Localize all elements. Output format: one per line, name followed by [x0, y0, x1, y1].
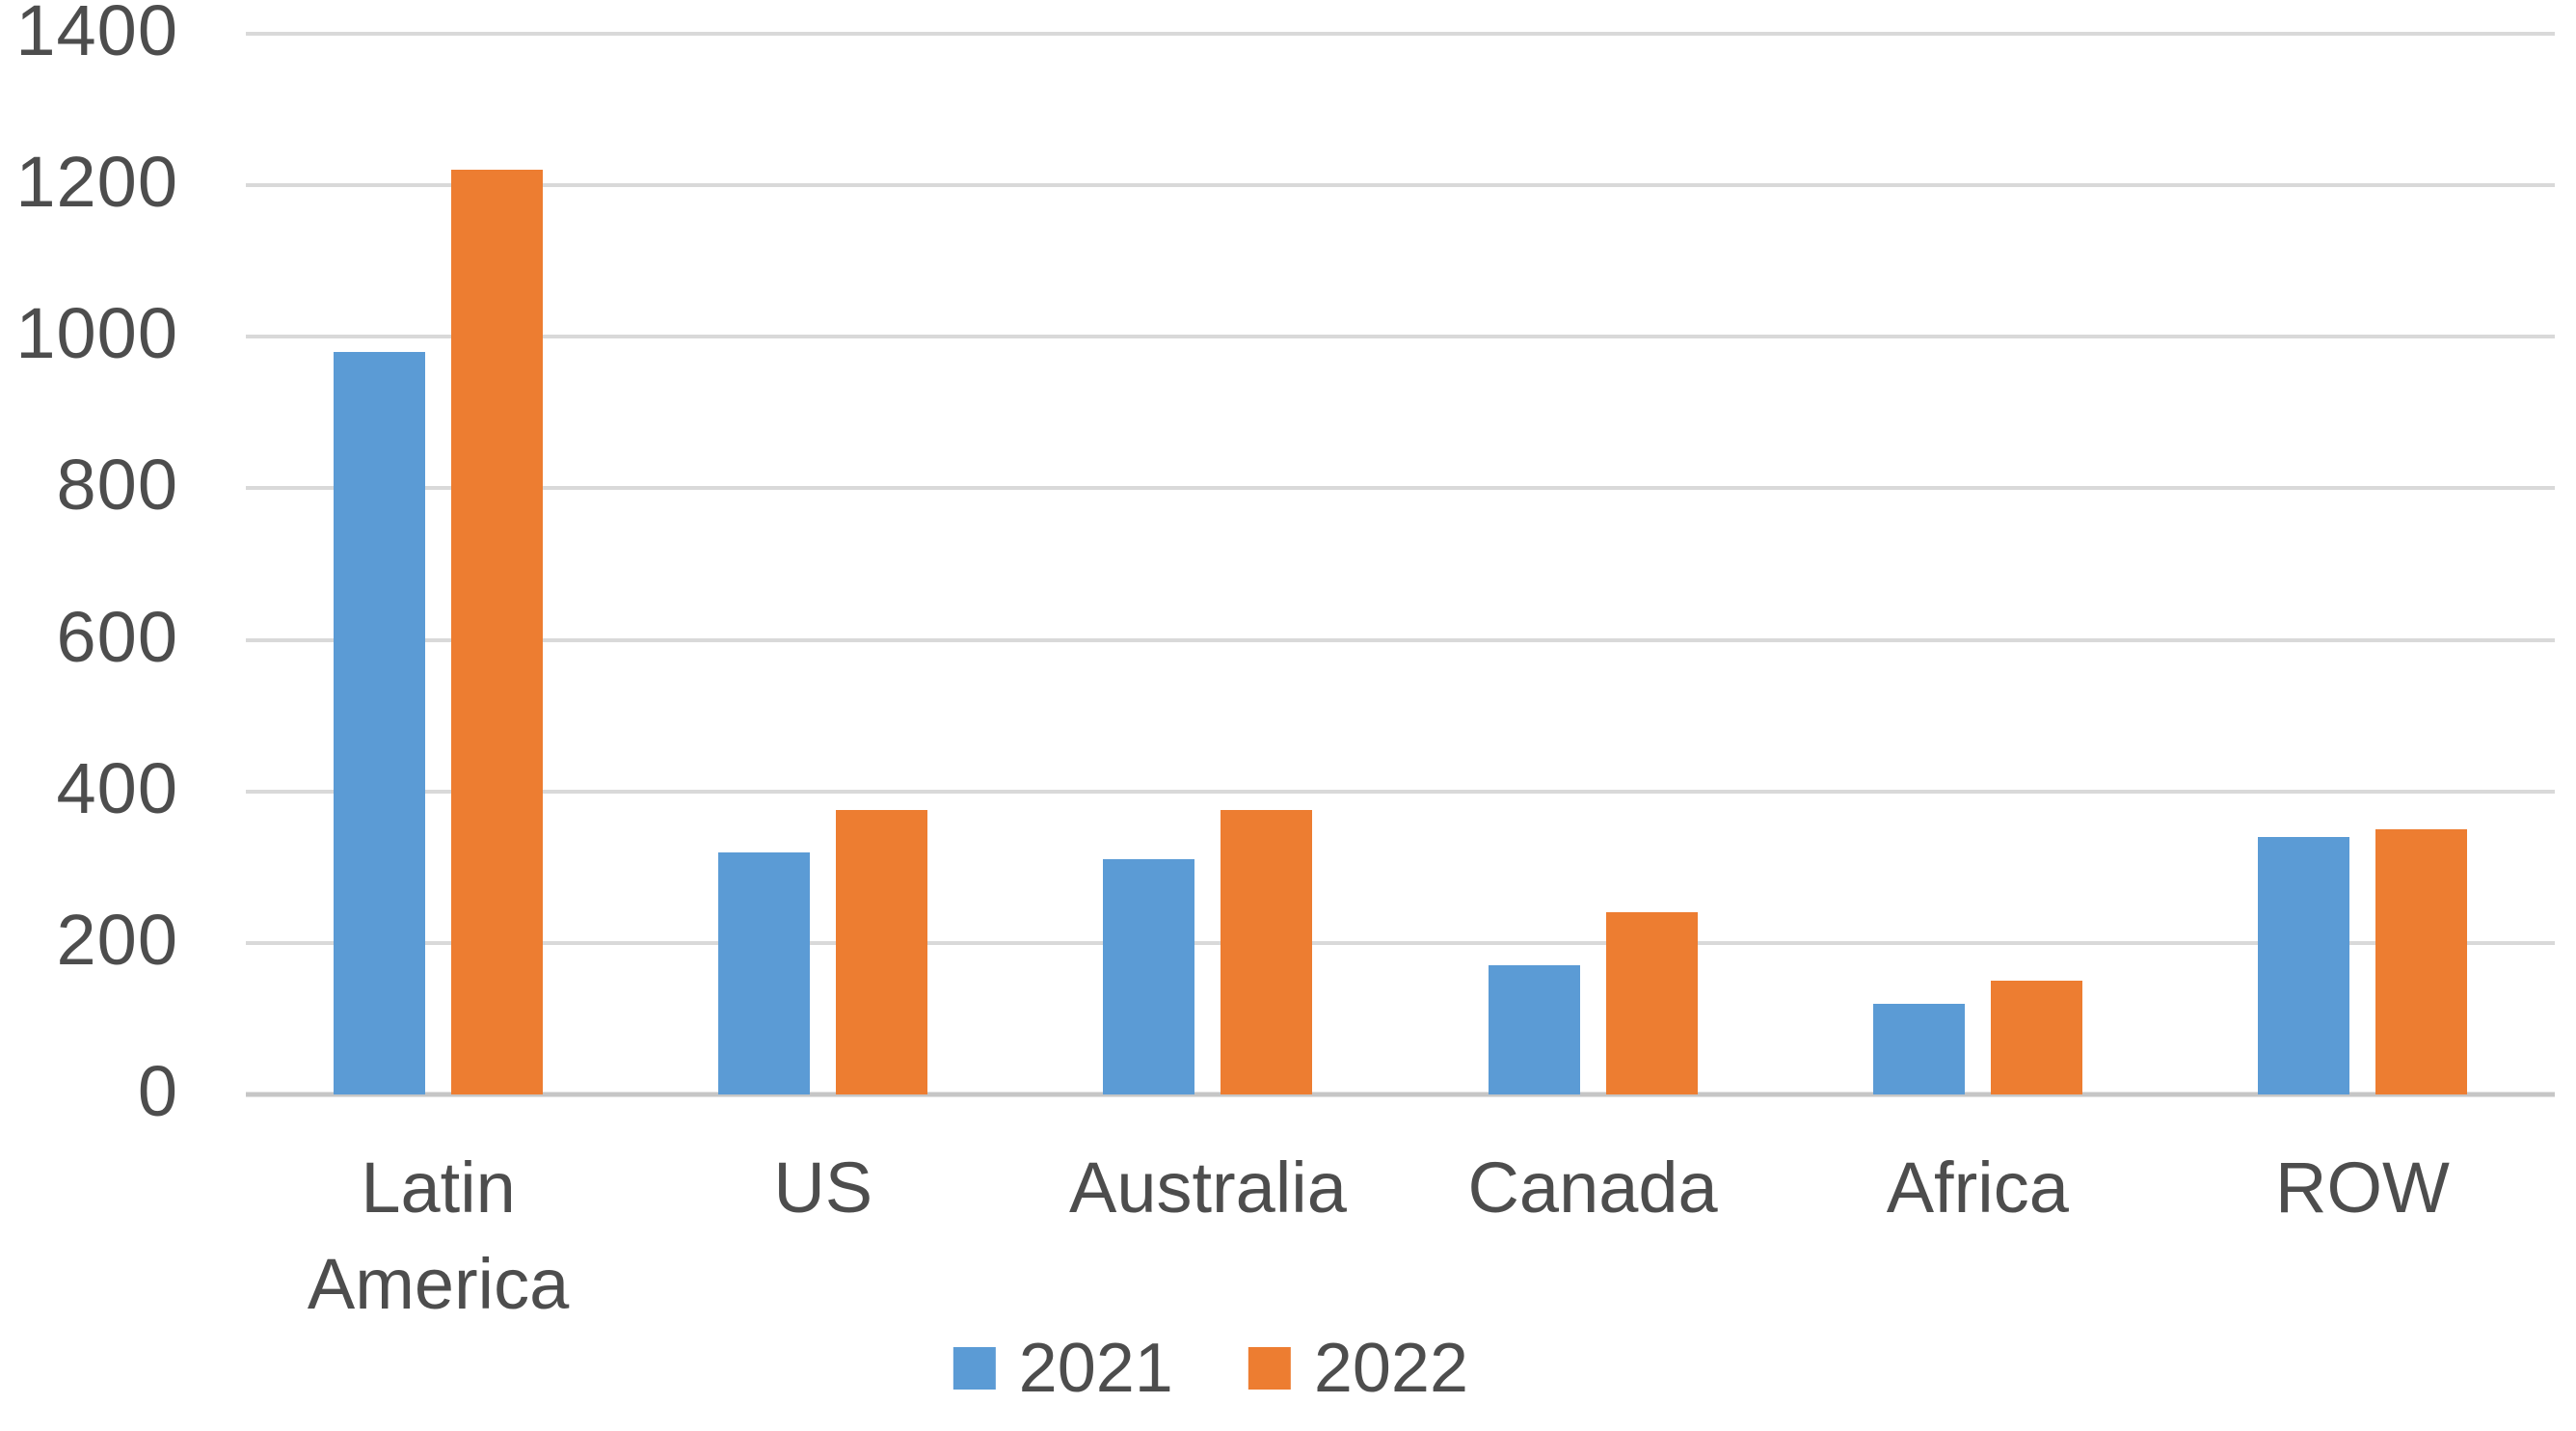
bar-group-canada: [1401, 34, 1785, 1094]
y-tick-label-1200: 1200: [15, 142, 178, 223]
y-tick-label-600: 600: [56, 596, 178, 677]
x-label-latin-america: Latin America: [307, 1148, 570, 1324]
bar-2021-canada[interactable]: [1488, 965, 1580, 1094]
bar-group-row: [2170, 34, 2555, 1094]
gridline-1200: [246, 183, 2555, 188]
legend-label-2022: 2022: [1313, 1330, 1468, 1407]
x-label-canada: Canada: [1467, 1148, 1718, 1228]
bar-2022-africa[interactable]: [1990, 981, 2082, 1094]
bar-group-africa: [1785, 34, 2170, 1094]
bar-2021-latin-america[interactable]: [334, 352, 426, 1094]
x-axis-labels: Latin America US Australia Canada Africa ROW: [246, 1140, 2555, 1333]
x-label-row: ROW: [2275, 1148, 2450, 1228]
legend-swatch-2022-icon: [1248, 1347, 1291, 1390]
legend-swatch-2021-icon: [953, 1347, 996, 1390]
bar-2022-latin-america[interactable]: [451, 170, 544, 1094]
bar-2021-africa[interactable]: [1872, 1003, 1965, 1094]
bar-2021-australia[interactable]: [1103, 859, 1195, 1094]
x-label-africa: Africa: [1886, 1148, 2069, 1228]
y-tick-label-0: 0: [137, 1051, 178, 1132]
gridline-200: [246, 940, 2555, 945]
gridline-800: [246, 486, 2555, 491]
legend-label-2021: 2021: [1018, 1330, 1173, 1407]
legend-item-2022[interactable]: 2022: [1248, 1329, 1468, 1408]
gridline-1400: [246, 32, 2555, 36]
bar-2022-row[interactable]: [2375, 829, 2467, 1094]
x-label-australia: Australia: [1068, 1148, 1347, 1228]
bar-group-us: [631, 34, 1015, 1094]
y-tick-label-400: 400: [56, 747, 178, 828]
gridline-400: [246, 789, 2555, 794]
y-tick-label-800: 800: [56, 445, 178, 526]
gridline-1000: [246, 335, 2555, 339]
bar-2021-row[interactable]: [2257, 836, 2349, 1094]
y-tick-label-200: 200: [56, 899, 178, 980]
bar-2021-us[interactable]: [718, 851, 811, 1094]
bar-group-australia: [1015, 34, 1400, 1094]
plot-area: [246, 32, 2555, 1097]
x-label-us: US: [773, 1148, 873, 1228]
y-tick-label-1000: 1000: [15, 293, 178, 374]
gridline-0: [246, 1092, 2555, 1097]
bar-group-latin-america: [246, 34, 631, 1094]
legend-item-2021[interactable]: 2021: [953, 1329, 1173, 1408]
legend: 2021 2022: [953, 1329, 1468, 1408]
bar-2022-australia[interactable]: [1221, 810, 1313, 1094]
y-tick-label-1400: 1400: [15, 0, 178, 71]
bar-2022-canada[interactable]: [1605, 912, 1698, 1094]
bar-2022-us[interactable]: [836, 810, 928, 1094]
bar-groups: [246, 34, 2555, 1094]
gridline-600: [246, 637, 2555, 642]
